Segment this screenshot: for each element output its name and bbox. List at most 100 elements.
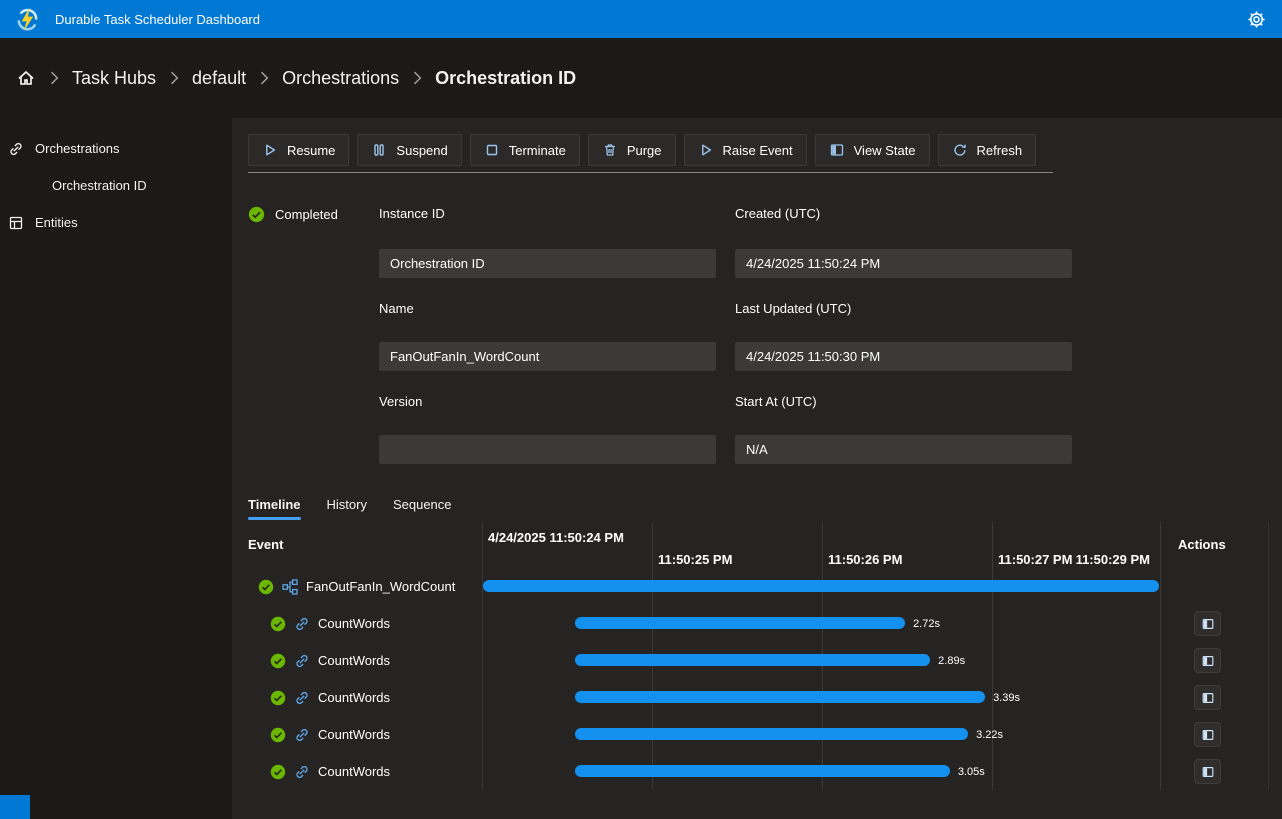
content-layout: Orchestrations Orchestration ID Entities… — [0, 118, 1282, 819]
status-label: Completed — [275, 207, 338, 222]
sidebar-item-entities[interactable]: Entities — [0, 204, 232, 241]
breadcrumb-default[interactable]: default — [192, 67, 247, 88]
form-input-row: FanOutFanIn_WordCount 4/24/2025 11:50:30… — [248, 342, 1282, 371]
last-updated-field[interactable]: 4/24/2025 11:50:30 PM — [735, 342, 1072, 371]
breadcrumb-task-hubs[interactable]: Task Hubs — [72, 67, 157, 88]
main-panel: Resume Suspend Terminate Purge — [232, 118, 1282, 819]
form-input-row: N/A — [248, 435, 1282, 464]
time-axis: 4/24/2025 11:50:24 PM 11:50:25 PM 11:50:… — [482, 522, 1160, 568]
timeline-row: CountWords 3.05s — [232, 753, 1282, 790]
start-at-field[interactable]: N/A — [735, 435, 1072, 464]
chevron-right-icon — [259, 70, 269, 86]
timeline-bar[interactable] — [574, 691, 986, 703]
button-label: Resume — [287, 142, 336, 158]
toolbar-separator — [248, 172, 1053, 173]
event-name: CountWords — [318, 764, 391, 779]
pause-icon — [371, 142, 387, 158]
name-field[interactable]: FanOutFanIn_WordCount — [379, 342, 716, 371]
raise-event-icon — [698, 142, 714, 158]
timeline-bar[interactable] — [483, 580, 1159, 592]
timeline-row: CountWords 2.72s — [232, 605, 1282, 642]
duration-label: 3.22s — [976, 729, 1004, 741]
event-name: CountWords — [318, 727, 391, 742]
chevron-right-icon — [169, 70, 179, 86]
activity-link-icon — [294, 616, 310, 632]
timeline-row: CountWords 3.22s — [232, 716, 1282, 753]
activity-link-icon — [294, 764, 310, 780]
suspend-button[interactable]: Suspend — [357, 134, 462, 166]
tab-history[interactable]: History — [326, 497, 367, 512]
completed-check-icon — [270, 727, 286, 743]
timeline-bar[interactable] — [574, 765, 950, 777]
app-title: Durable Task Scheduler Dashboard — [55, 11, 260, 27]
tab-sequence[interactable]: Sequence — [392, 497, 452, 512]
time-tick: 11:50:29 PM — [1075, 552, 1150, 567]
timeline-row: CountWords 2.89s — [232, 642, 1282, 679]
stop-icon — [484, 142, 500, 158]
name-label: Name — [379, 301, 414, 316]
row-view-state-button[interactable] — [1194, 611, 1221, 636]
chevron-right-icon — [412, 70, 422, 86]
completed-check-icon — [248, 206, 265, 223]
completed-check-icon — [270, 764, 286, 780]
event-name: CountWords — [318, 616, 391, 631]
sidebar: Orchestrations Orchestration ID Entities — [0, 118, 232, 819]
breadcrumb: Task Hubs default Orchestrations Orchest… — [0, 38, 1282, 118]
view-state-button[interactable]: View State — [814, 134, 930, 166]
orchestration-icon — [282, 578, 298, 595]
button-label: Terminate — [508, 142, 566, 158]
row-view-state-button[interactable] — [1194, 648, 1221, 673]
start-at-label: Start At (UTC) — [735, 394, 817, 409]
completed-check-icon — [270, 616, 286, 632]
sidebar-item-label: Orchestrations — [35, 141, 120, 156]
completed-check-icon — [270, 653, 286, 669]
instance-id-field[interactable]: Orchestration ID — [379, 249, 716, 278]
form-label-row: Completed Instance ID Created (UTC) — [248, 206, 1282, 223]
created-utc-field[interactable]: 4/24/2025 11:50:24 PM — [735, 249, 1072, 278]
event-column-header: Event — [248, 537, 284, 552]
raise-event-button[interactable]: Raise Event — [683, 134, 807, 166]
entities-icon — [8, 215, 24, 231]
last-updated-label: Last Updated (UTC) — [735, 301, 852, 316]
time-tick: 11:50:26 PM — [828, 552, 903, 567]
timeline-table: Event 4/24/2025 11:50:24 PM 11:50:25 PM … — [232, 522, 1282, 790]
purge-button[interactable]: Purge — [587, 134, 676, 166]
sidebar-item-orchestration-id[interactable]: Orchestration ID — [0, 167, 232, 204]
button-label: View State — [853, 142, 916, 158]
version-label: Version — [379, 394, 423, 409]
sidebar-item-orchestrations[interactable]: Orchestrations — [0, 130, 232, 167]
duration-label: 3.39s — [993, 692, 1020, 704]
play-icon — [262, 142, 278, 158]
timeline-bar[interactable] — [574, 617, 906, 629]
row-view-state-button[interactable] — [1194, 685, 1221, 710]
resume-button[interactable]: Resume — [248, 134, 350, 166]
settings-gear-icon[interactable] — [1245, 8, 1268, 31]
refresh-icon — [952, 142, 968, 158]
orchestrations-link-icon — [8, 141, 24, 157]
timeline-header: Event 4/24/2025 11:50:24 PM 11:50:25 PM … — [232, 522, 1282, 568]
instance-id-label: Instance ID — [379, 206, 445, 221]
timeline-bar[interactable] — [574, 654, 931, 666]
refresh-button[interactable]: Refresh — [937, 134, 1037, 166]
time-tick: 4/24/2025 11:50:24 PM — [488, 530, 624, 545]
timeline-row: CountWords 3.39s — [232, 679, 1282, 716]
form-label-row: Version Start At (UTC) — [248, 394, 1282, 409]
row-view-state-button[interactable] — [1194, 759, 1221, 784]
timeline-bar[interactable] — [574, 728, 969, 740]
tab-timeline[interactable]: Timeline — [248, 497, 301, 520]
home-icon[interactable] — [16, 68, 36, 88]
activity-link-icon — [294, 690, 310, 706]
duration-label: 2.89s — [938, 655, 966, 667]
version-field[interactable] — [379, 435, 716, 464]
form-input-row: Orchestration ID 4/24/2025 11:50:24 PM — [248, 249, 1282, 278]
row-view-state-button[interactable] — [1194, 722, 1221, 747]
trash-icon — [602, 142, 618, 158]
terminate-button[interactable]: Terminate — [469, 134, 580, 166]
breadcrumb-orchestrations[interactable]: Orchestrations — [282, 67, 400, 88]
detail-tabs: Timeline History Sequence — [248, 497, 1282, 520]
event-name: CountWords — [318, 690, 391, 705]
button-label: Refresh — [976, 142, 1023, 158]
timeline-row: FanOutFanIn_WordCount — [232, 568, 1282, 605]
chevron-right-icon — [49, 70, 59, 86]
time-tick: 11:50:25 PM — [658, 552, 733, 567]
